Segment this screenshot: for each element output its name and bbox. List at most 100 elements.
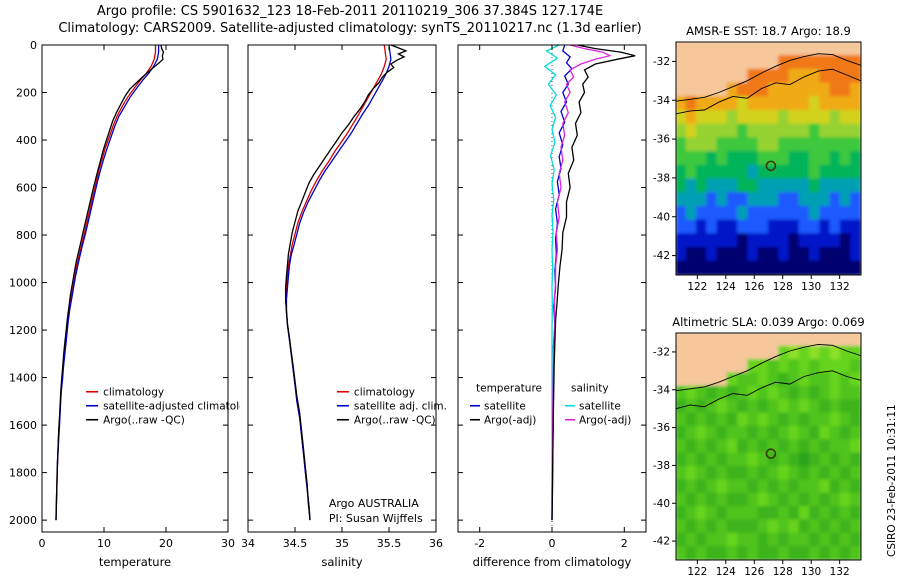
series-salinity-satellite <box>543 44 560 521</box>
y-tick-label: 0 <box>30 39 37 52</box>
x-tick-label: 30 <box>221 537 235 550</box>
y-tick-label: 2000 <box>9 514 37 527</box>
legend: temperature satellite Argo(-adj) salinity sa… <box>470 383 631 427</box>
series-argo-raw-qc <box>55 44 165 521</box>
y-tick-label: 1200 <box>9 324 37 337</box>
legend-label: Argo(-adj) <box>484 415 536 427</box>
x-tick-label: 36 <box>429 537 443 550</box>
sst-map-title: AMSR-E SST: 18.7 Argo: 18.9 <box>686 24 851 38</box>
y-tick-label: 400 <box>16 134 37 147</box>
map-border <box>675 332 862 561</box>
contour-line <box>676 343 861 392</box>
timestamp-watermark: CSIRO 23-Feb-2011 10:31:11 <box>886 404 898 557</box>
sla-map-title: Altimetric SLA: 0.039 Argo: 0.069 <box>672 315 864 329</box>
x-axis-label: temperature <box>99 555 171 569</box>
figure-title-line1: Argo profile: CS 5901632_123 18-Feb-2011… <box>96 4 604 19</box>
panel-annotation: PI: Susan Wijffels <box>329 512 423 525</box>
lat-tick-label: -34 <box>653 384 670 396</box>
panel-border <box>247 44 437 533</box>
sst-heatmap <box>676 42 861 275</box>
lat-tick-label: -38 <box>653 172 670 184</box>
lon-tick-label: 122 <box>687 281 707 293</box>
lon-tick-label: 126 <box>744 281 764 293</box>
series-climatology <box>55 45 157 521</box>
x-tick-label: -2 <box>474 537 485 550</box>
x-tick-label: 20 <box>159 537 173 550</box>
lat-tick-label: -32 <box>653 346 670 358</box>
legend-label: Argo(-adj) <box>579 415 631 427</box>
figure-title-line2: Climatology: CARS2009. Satellite-adjuste… <box>58 21 642 36</box>
lat-tick-label: -42 <box>653 250 670 262</box>
profile-location-marker <box>765 448 777 459</box>
legend-header: temperature <box>476 383 542 395</box>
series-temperature-argo-adj <box>551 44 636 521</box>
lon-tick-label: 124 <box>716 566 736 578</box>
x-tick-label: 35.5 <box>377 537 402 550</box>
lat-tick-label: -36 <box>653 422 670 434</box>
lat-tick-label: -34 <box>653 95 670 107</box>
contour-line <box>676 53 861 102</box>
lon-tick-label: 130 <box>801 566 821 578</box>
lon-tick-label: 128 <box>773 281 793 293</box>
profile-location-marker <box>765 160 777 172</box>
panel-sst-map: 122 124 126 128 130 132 -32 -34 -36 -38 -40 -42 AMSR… <box>653 24 862 293</box>
lat-tick-label: -42 <box>653 536 670 548</box>
x-tick-label: 0 <box>549 537 556 550</box>
lat-tick-label: -32 <box>653 56 670 68</box>
y-tick-label: 1400 <box>9 372 37 385</box>
series-satellite-adjusted-climatology <box>55 45 160 521</box>
contour-line <box>676 370 861 410</box>
y-tick-label: 1800 <box>9 467 37 480</box>
legend-header: salinity <box>571 383 609 395</box>
legend-label: Argo(..raw -QC) <box>354 415 436 427</box>
x-tick-label: 34.5 <box>283 537 308 550</box>
lon-tick-label: 126 <box>744 566 764 578</box>
lon-tick-label: 128 <box>773 566 793 578</box>
legend-label: satellite <box>579 401 621 413</box>
series-salinity-argo-adj <box>551 44 612 521</box>
panel-border <box>41 44 229 533</box>
x-tick-label: 10 <box>97 537 111 550</box>
lat-tick-label: -36 <box>653 134 670 146</box>
panel-difference: -2 0 2 difference from climatology temperatu… <box>457 44 647 569</box>
x-tick-label: 2 <box>621 537 628 550</box>
series-climatology <box>284 44 387 521</box>
lon-tick-label: 130 <box>801 281 821 293</box>
x-axis-label: difference from climatology <box>473 555 632 569</box>
y-tick-label: 600 <box>16 182 37 195</box>
lat-tick-label: -38 <box>653 460 670 472</box>
legend-label: Argo(..raw -QC) <box>103 415 185 427</box>
sla-heatmap <box>676 333 861 560</box>
lon-tick-label: 124 <box>716 281 736 293</box>
series-argo-raw-qc <box>284 44 408 521</box>
panel-sla-map: 122 124 126 128 130 132 -32 -34 -36 -38 -40 -42 Alti… <box>653 315 865 578</box>
legend-label: satellite-adjusted climatology <box>103 401 258 413</box>
panel-temperature: 0 10 20 30 0 200 400 600 800 1000 1200 1400 1600 1800… <box>9 39 258 569</box>
contour-line <box>676 68 861 115</box>
panel-annotation: Argo AUSTRALIA <box>329 497 419 510</box>
lat-tick-label: -40 <box>653 211 670 223</box>
series-satellite-adj-clim <box>285 44 392 521</box>
y-tick-label: 200 <box>16 87 37 100</box>
map-border <box>675 41 862 276</box>
legend-label: climatology <box>103 387 164 399</box>
x-axis-label: salinity <box>321 555 362 569</box>
lon-tick-label: 122 <box>687 566 707 578</box>
lon-tick-label: 132 <box>830 281 850 293</box>
legend: climatology satellite-adjusted climatolog… <box>86 387 258 427</box>
lon-tick-label: 132 <box>830 566 850 578</box>
legend-label: satellite adj. clim. <box>354 401 447 413</box>
y-tick-label: 1000 <box>9 277 37 290</box>
x-tick-label: 34 <box>241 537 255 550</box>
panel-salinity: 34 34.5 35 35.5 36 salinity climatology satelli… <box>241 44 447 569</box>
x-tick-label: 35 <box>335 537 349 550</box>
y-tick-label: 800 <box>16 229 37 242</box>
legend-label: climatology <box>354 387 415 399</box>
x-tick-label: 0 <box>39 537 46 550</box>
y-tick-label: 1600 <box>9 419 37 432</box>
legend-label: satellite <box>484 401 526 413</box>
lat-tick-label: -40 <box>653 498 670 510</box>
legend: climatology satellite adj. clim. Argo(..ra… <box>336 387 447 427</box>
